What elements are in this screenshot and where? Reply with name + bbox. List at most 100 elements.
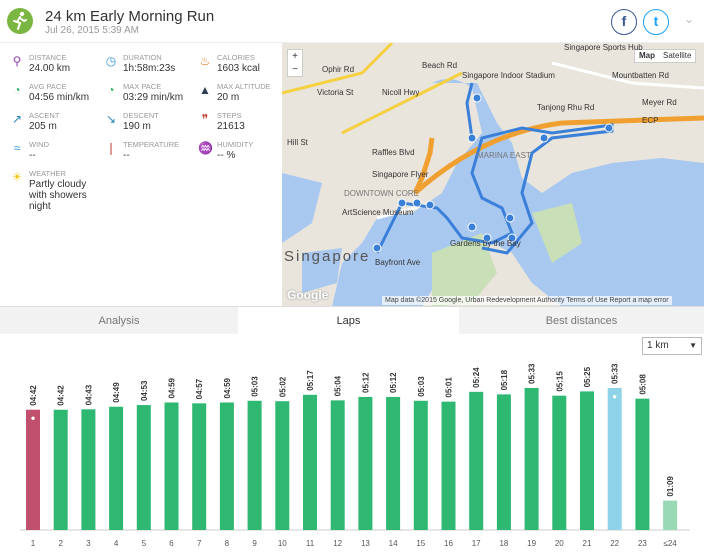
map-label: Meyer Rd — [642, 98, 677, 107]
map-attribution[interactable]: Map data ©2015 Google, Urban Redevelopme… — [382, 296, 672, 305]
lap-time-label: 05:33 — [528, 363, 537, 384]
lap-bar[interactable] — [247, 400, 262, 530]
lap-time-label: 01:09 — [666, 476, 675, 497]
lap-bar[interactable] — [635, 398, 650, 530]
descent-icon: ↘ — [105, 112, 117, 126]
lap-distance-select[interactable]: 1 km ▼ — [642, 337, 702, 355]
zoom-in-button[interactable]: + — [292, 51, 298, 62]
lap-bar[interactable] — [53, 409, 68, 530]
route-map[interactable]: + − Map Satellite Singapore Sports Hub Si… — [282, 42, 704, 306]
distance-icon: ⚲ — [12, 54, 22, 68]
lap-time-label: 05:12 — [361, 372, 370, 393]
stat-label: MAX PACE — [123, 82, 162, 91]
stat-value: 24.00 km — [29, 63, 71, 74]
lap-time-label: 05:33 — [611, 363, 620, 384]
laps-bar-chart: 04:42 1 ● 04:42 2 04:43 3 04:49 4 04:53 5 04:59 6 04:… — [20, 363, 690, 548]
lap-bar[interactable] — [330, 400, 345, 530]
facebook-icon[interactable]: f — [611, 9, 637, 35]
weather-icon: ☀ — [11, 170, 23, 184]
stat-value: 20 m — [217, 92, 240, 103]
map-label: Tanjong Rhu Rd — [537, 103, 595, 112]
stat-label: WEATHER — [29, 169, 66, 178]
map-label: Singapore — [284, 248, 371, 265]
lap-number-label: 7 — [197, 539, 202, 548]
lap-number-label: 23 — [638, 539, 647, 548]
lap-time-label: 05:08 — [638, 374, 647, 395]
stat-label: DISTANCE — [29, 53, 67, 62]
stat-label: MAX ALTITUDE — [217, 82, 271, 91]
lap-time-label: 04:59 — [168, 377, 177, 398]
lap-time-label: 05:03 — [251, 376, 260, 397]
lap-bar[interactable] — [663, 500, 678, 530]
lap-bar[interactable] — [358, 396, 373, 530]
stat-value: 04:56 min/km — [29, 92, 90, 103]
ascent-icon: ↗ — [11, 112, 23, 126]
caret-down-icon: ▼ — [689, 341, 697, 350]
map-label: Bayfront Ave — [375, 258, 421, 267]
lap-bar[interactable] — [552, 395, 567, 530]
stat-label: WIND — [29, 140, 49, 149]
map-label: DOWNTOWN CORE — [344, 189, 419, 198]
header: 24 km Early Morning Run Jul 26, 2015 5:3… — [0, 0, 704, 42]
lap-bar[interactable] — [219, 402, 234, 530]
laps-chart-panel: 04:42 1 ● 04:42 2 04:43 3 04:49 4 04:53 5 04:59 6 04:… — [0, 334, 704, 559]
lap-number-label: 1 — [31, 539, 36, 548]
lap-bar[interactable] — [386, 396, 401, 530]
lap-number-label: 21 — [583, 539, 592, 548]
satellite-view-button[interactable]: Satellite — [663, 51, 692, 60]
map-label: Singapore Indoor Stadium — [462, 71, 555, 80]
lap-number-label: 8 — [225, 539, 230, 548]
lap-number-label: 11 — [306, 539, 315, 548]
map-label: Nicoll Hwy — [382, 88, 420, 97]
map-label: Mountbatten Rd — [612, 71, 669, 80]
lap-bar[interactable] — [136, 405, 151, 530]
map-view-button[interactable]: Map — [639, 51, 655, 60]
lap-bar[interactable] — [109, 406, 124, 530]
tab-best-distances[interactable]: Best distances — [545, 315, 618, 327]
zoom-out-button[interactable]: − — [292, 64, 298, 75]
lap-bar[interactable] — [26, 409, 40, 530]
map-label: Raffles Blvd — [372, 148, 415, 157]
lap-number-label: 14 — [389, 539, 398, 548]
lap-number-label: 3 — [86, 539, 91, 548]
lap-time-label: 04:43 — [84, 384, 93, 405]
map-canvas[interactable] — [282, 43, 704, 306]
lap-bar[interactable] — [469, 391, 484, 530]
lap-bar[interactable] — [192, 403, 207, 530]
page-title: 24 km Early Morning Run — [45, 8, 215, 25]
stat-value: 190 m — [123, 121, 151, 132]
lap-bar[interactable] — [275, 401, 290, 530]
lap-time-label: 05:12 — [389, 372, 398, 393]
lap-time-label: 04:42 — [29, 385, 38, 406]
lap-bar[interactable] — [164, 402, 179, 530]
lap-bar[interactable] — [496, 394, 511, 530]
lap-bar[interactable] — [580, 391, 594, 530]
lap-number-label: 22 — [610, 539, 619, 548]
lap-bar[interactable] — [413, 400, 428, 530]
chevron-down-icon[interactable]: ⌄ — [684, 12, 695, 26]
map-type-toggle[interactable]: Map Satellite — [634, 49, 697, 63]
lap-time-label: 04:49 — [112, 382, 121, 403]
lap-bar[interactable] — [524, 387, 539, 530]
stopwatch-icon: ◷ — [105, 54, 117, 68]
lap-number-label: 15 — [416, 539, 425, 548]
lap-number-label: 6 — [169, 539, 174, 548]
lap-bar[interactable] — [81, 409, 96, 530]
lap-number-label: ≤24 — [663, 539, 677, 548]
lap-bar[interactable] — [441, 401, 456, 530]
humidity-icon: ♒ — [198, 141, 213, 155]
tab-analysis[interactable]: Analysis — [98, 315, 140, 327]
stat-label: TEMPERATURE — [123, 140, 180, 149]
lap-number-label: 5 — [142, 539, 147, 548]
lap-bar[interactable] — [303, 394, 317, 530]
map-zoom-control[interactable]: + − — [287, 49, 303, 77]
lap-bar[interactable] — [607, 387, 622, 530]
lap-time-label: 05:15 — [555, 371, 564, 392]
tab-laps[interactable]: Laps — [238, 307, 459, 335]
twitter-icon[interactable]: t — [643, 9, 669, 35]
map-label: Victoria St — [317, 88, 354, 97]
map-label: Ophir Rd — [322, 65, 355, 74]
stat-label: CALORIES — [217, 53, 255, 62]
map-label: Beach Rd — [422, 61, 458, 70]
lap-number-label: 12 — [333, 539, 342, 548]
